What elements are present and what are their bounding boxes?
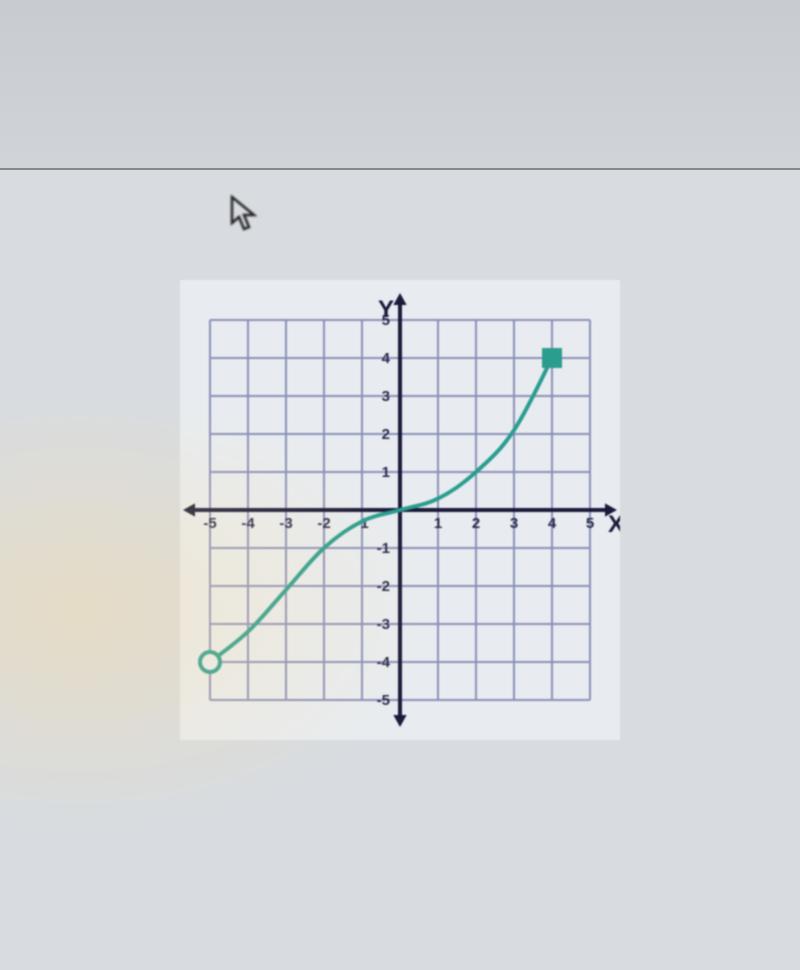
- chart-svg: -5-4-3-2-112345-5-4-3-2-112345 Y X: [180, 280, 620, 740]
- svg-text:3: 3: [510, 515, 518, 532]
- x-axis-label: X: [608, 511, 620, 538]
- svg-text:5: 5: [586, 515, 594, 532]
- svg-text:2: 2: [472, 515, 480, 532]
- svg-text:4: 4: [382, 350, 391, 367]
- svg-text:-4: -4: [241, 515, 255, 532]
- svg-text:2: 2: [382, 426, 390, 443]
- svg-text:-5: -5: [203, 515, 216, 532]
- svg-text:-3: -3: [279, 515, 292, 532]
- svg-text:-5: -5: [377, 692, 390, 709]
- svg-text:-2: -2: [317, 515, 330, 532]
- svg-text:-1: -1: [377, 540, 390, 557]
- top-bar: [0, 0, 800, 170]
- svg-text:4: 4: [548, 515, 557, 532]
- svg-text:-3: -3: [377, 616, 390, 633]
- cursor-icon: [230, 195, 260, 240]
- y-axis-label: Y: [378, 296, 394, 323]
- svg-text:1: 1: [382, 464, 390, 481]
- svg-text:-2: -2: [377, 578, 390, 595]
- svg-text:3: 3: [382, 388, 390, 405]
- svg-text:-4: -4: [377, 654, 391, 671]
- coordinate-graph: -5-4-3-2-112345-5-4-3-2-112345 Y X: [180, 280, 620, 740]
- svg-text:1: 1: [434, 515, 442, 532]
